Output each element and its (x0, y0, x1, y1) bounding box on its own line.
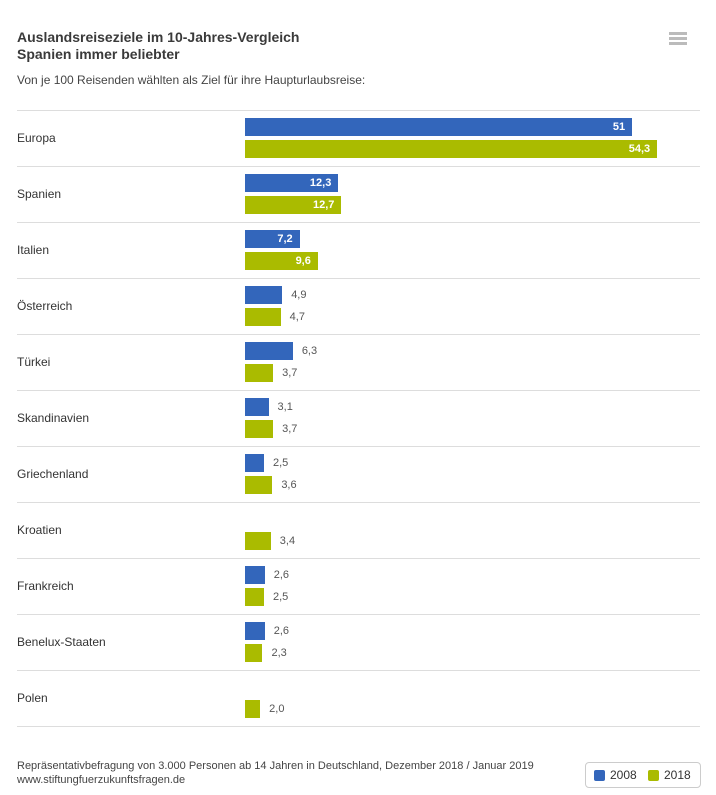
data-label: 9,6 (295, 255, 311, 267)
data-label: 12,3 (309, 177, 332, 189)
row-separator (17, 502, 700, 503)
category-label: Italien (17, 243, 50, 257)
bar-2008[interactable] (245, 342, 293, 360)
data-label: 51 (612, 121, 626, 133)
category-label: Spanien (17, 187, 62, 201)
data-label: 12,7 (312, 199, 335, 211)
row-separator (17, 278, 700, 279)
legend: 2008 2018 (585, 762, 701, 788)
bar-2018[interactable] (245, 308, 281, 326)
data-label: 3,7 (282, 423, 298, 435)
category-label: Skandinavien (17, 411, 90, 425)
bar-2018[interactable] (245, 476, 273, 494)
bar-2008[interactable] (245, 174, 339, 192)
legend-item-2008[interactable]: 2008 (594, 768, 637, 782)
bar-2008[interactable] (245, 566, 265, 584)
bar-2008[interactable] (245, 454, 264, 472)
bar-2018[interactable] (245, 420, 274, 438)
data-label: 7,2 (277, 233, 293, 245)
bar-2018[interactable] (245, 588, 264, 606)
bar-2018[interactable] (245, 252, 318, 270)
title-line1: Auslandsreiseziele im 10-Jahres-Vergleic… (17, 29, 300, 45)
chart-title: Auslandsreiseziele im 10-Jahres-Vergleic… (17, 29, 299, 63)
data-label: 3,4 (279, 535, 296, 547)
category-label: Österreich (17, 299, 73, 313)
category-label: Benelux-Staaten (17, 635, 106, 649)
row-separator (17, 222, 700, 223)
data-label: 4,7 (289, 311, 305, 323)
data-label: 2,5 (272, 591, 289, 603)
bar-2018[interactable] (245, 644, 263, 662)
chart-subtitle: Von je 100 Reisenden wählten als Ziel fü… (17, 73, 366, 87)
category-label: Kroatien (17, 523, 62, 537)
legend-label: 2008 (610, 768, 637, 782)
legend-swatch (648, 769, 659, 781)
data-label: 3,1 (277, 401, 293, 413)
row-separator (17, 726, 700, 727)
source-url: www.stiftungfuerzukunftsfragen.de (17, 774, 186, 786)
bar-2018[interactable] (245, 196, 342, 214)
data-label: 3,7 (282, 367, 298, 379)
bar-2008[interactable] (245, 230, 300, 248)
data-label: 2,6 (273, 625, 290, 637)
bar-2008[interactable] (245, 286, 283, 304)
bar-2018[interactable] (245, 532, 271, 550)
data-label: 2,5 (272, 457, 289, 469)
legend-label: 2018 (664, 768, 691, 782)
row-separator (17, 334, 700, 335)
legend-swatch (594, 769, 605, 781)
legend-item-2018[interactable]: 2018 (648, 768, 691, 782)
data-label: 3,6 (281, 479, 297, 491)
bar-2018[interactable] (245, 700, 261, 718)
source-text: Repräsentativbefragung von 3.000 Persone… (17, 760, 534, 772)
bar-2008[interactable] (245, 118, 633, 136)
title-line2: Spanien immer beliebter (17, 46, 180, 62)
data-label: 2,6 (273, 569, 290, 581)
row-separator (17, 110, 700, 111)
data-label: 6,3 (301, 345, 318, 357)
row-separator (17, 166, 700, 167)
data-label: 4,9 (291, 289, 307, 301)
bar-2018[interactable] (245, 364, 274, 382)
row-separator (17, 390, 700, 391)
category-label: Polen (17, 691, 48, 705)
bar-2008[interactable] (245, 622, 265, 640)
row-separator (17, 614, 700, 615)
bar-2018[interactable] (245, 140, 658, 158)
row-separator (17, 670, 700, 671)
row-separator (17, 558, 700, 559)
hamburger-icon[interactable] (669, 32, 687, 46)
source-note: Repräsentativbefragung von 3.000 Persone… (17, 759, 534, 787)
data-label: 2,3 (271, 647, 287, 659)
row-separator (17, 446, 700, 447)
category-label: Türkei (17, 355, 51, 369)
category-label: Europa (17, 131, 56, 145)
data-label: 54,3 (628, 143, 651, 155)
data-label: 2,0 (269, 703, 285, 715)
category-label: Frankreich (17, 579, 74, 593)
category-label: Griechenland (17, 467, 89, 481)
bar-2008[interactable] (245, 398, 269, 416)
